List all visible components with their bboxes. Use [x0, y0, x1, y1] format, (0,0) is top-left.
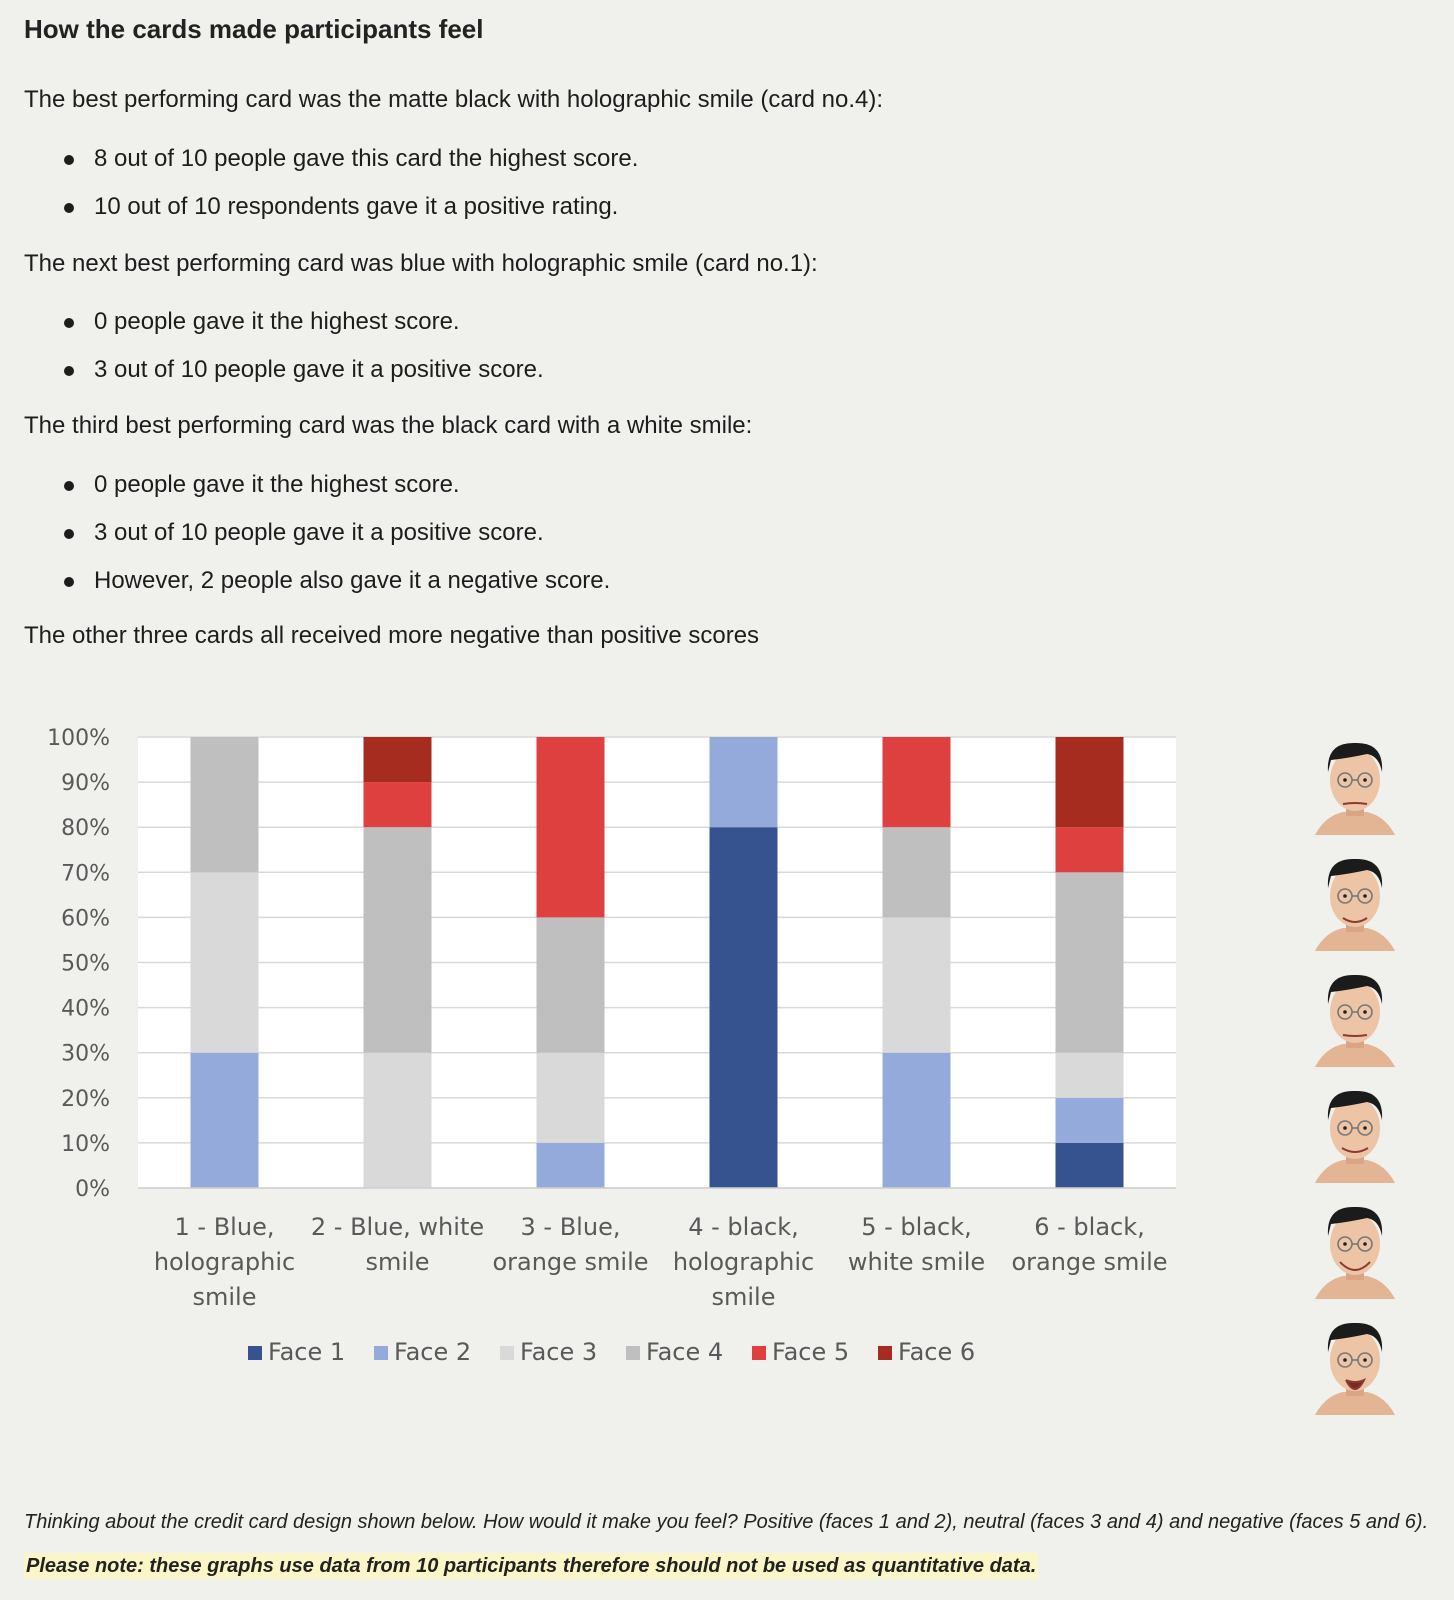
footer-note: Thinking about the credit card design sh…	[24, 1500, 1444, 1588]
x-tick-label: holographic	[673, 1248, 814, 1276]
list-item: 10 out of 10 respondents gave it a posit…	[24, 192, 638, 240]
list-item: 8 out of 10 people gave this card the hi…	[24, 144, 638, 192]
survey-question: Thinking about the credit card design sh…	[24, 1511, 1429, 1533]
bar-segment	[190, 872, 259, 1053]
x-tick-label: orange smile	[1011, 1248, 1167, 1276]
intro-best-card: The best performing card was the matte b…	[24, 86, 884, 113]
legend-swatch	[248, 1346, 262, 1360]
face-6-icon	[1315, 1322, 1395, 1415]
bar-segment	[1055, 1097, 1124, 1143]
legend-label: Face 1	[268, 1338, 345, 1366]
bar-segment	[363, 737, 432, 783]
legend-label: Face 6	[898, 1338, 975, 1366]
disclaimer-note: Please note: these graphs use data from …	[24, 1553, 1039, 1579]
legend-label: Face 4	[646, 1338, 723, 1366]
x-tick-label: smile	[712, 1283, 776, 1311]
y-tick-label: 40%	[61, 997, 110, 1022]
bar-segment	[882, 917, 951, 1053]
bar-segment	[1055, 737, 1124, 828]
bar-segment	[363, 782, 432, 828]
legend-swatch	[500, 1346, 514, 1360]
list-item: However, 2 people also gave it a negativ…	[24, 566, 610, 614]
bar-segment	[536, 737, 605, 918]
legend-label: Face 3	[520, 1338, 597, 1366]
x-tick-label: smile	[366, 1248, 430, 1276]
face-5-icon	[1315, 1206, 1395, 1299]
bar-segment	[709, 737, 778, 828]
y-tick-label: 100%	[47, 726, 110, 751]
list-item: 0 people gave it the highest score.	[24, 470, 610, 518]
face-2-icon	[1315, 858, 1395, 951]
legend-swatch	[626, 1346, 640, 1360]
chart-svg: 0% 10% 20% 30% 40% 50% 60% 70% 80% 90% 100% 1 - Blu…	[47, 726, 1176, 1366]
stacked-bar-chart: 0% 10% 20% 30% 40% 50% 60% 70% 80% 90% 100% 1 - Blu…	[22, 705, 1402, 1425]
y-tick-label: 10%	[61, 1132, 110, 1157]
bar-segment	[1055, 1142, 1124, 1188]
legend-swatch	[878, 1346, 892, 1360]
next-card-bullets: 0 people gave it the highest score. 3 ou…	[24, 307, 544, 403]
y-tick-label: 70%	[61, 861, 110, 886]
x-tick-label: 1 - Blue,	[175, 1213, 275, 1241]
bar-segment	[709, 827, 778, 1188]
list-item: 3 out of 10 people gave it a positive sc…	[24, 518, 610, 566]
bar-segment	[190, 1052, 259, 1188]
third-card-bullets: 0 people gave it the highest score. 3 ou…	[24, 470, 610, 614]
best-card-bullets: 8 out of 10 people gave this card the hi…	[24, 144, 638, 240]
x-tick-label: white smile	[848, 1248, 985, 1276]
face-3-icon	[1315, 974, 1395, 1067]
x-tick-label: 6 - black,	[1034, 1213, 1145, 1241]
intro-next-card: The next best performing card was blue w…	[24, 250, 818, 277]
intro-third-card: The third best performing card was the b…	[24, 412, 753, 439]
legend-swatch	[752, 1346, 766, 1360]
bar-segment	[1055, 827, 1124, 873]
bar-segment	[1055, 872, 1124, 1053]
x-tick-label: 5 - black,	[861, 1213, 972, 1241]
y-tick-label: 90%	[61, 771, 110, 796]
bar-segment	[363, 1052, 432, 1188]
bar-segment	[882, 737, 951, 828]
bar-segment	[536, 1052, 605, 1143]
x-tick-label: 2 - Blue, white	[311, 1213, 484, 1241]
legend-swatch	[374, 1346, 388, 1360]
bar-segment	[190, 737, 259, 873]
y-tick-label: 0%	[75, 1177, 110, 1202]
bar-segment	[1055, 1052, 1124, 1098]
list-item: 0 people gave it the highest score.	[24, 307, 544, 355]
x-tick-label: orange smile	[492, 1248, 648, 1276]
x-tick-label: 4 - black,	[688, 1213, 799, 1241]
bar-segment	[882, 827, 951, 918]
closing-text: The other three cards all received more …	[24, 622, 760, 649]
face-4-icon	[1315, 1090, 1395, 1183]
y-tick-label: 50%	[61, 952, 110, 977]
list-item: 3 out of 10 people gave it a positive sc…	[24, 355, 544, 403]
y-tick-label: 30%	[61, 1042, 110, 1067]
section-heading: How the cards made participants feel	[24, 14, 484, 44]
y-tick-label: 80%	[61, 816, 110, 841]
x-tick-label: holographic	[154, 1248, 295, 1276]
legend-label: Face 5	[772, 1338, 849, 1366]
x-tick-label: 3 - Blue,	[521, 1213, 621, 1241]
y-tick-label: 60%	[61, 906, 110, 931]
bar-segment	[363, 827, 432, 1053]
bar-segment	[536, 1142, 605, 1188]
face-1-icon	[1315, 742, 1395, 835]
legend-label: Face 2	[394, 1338, 471, 1366]
x-tick-label: smile	[193, 1283, 257, 1311]
bar-segment	[536, 917, 605, 1053]
y-tick-label: 20%	[61, 1087, 110, 1112]
bar-segment	[882, 1052, 951, 1188]
